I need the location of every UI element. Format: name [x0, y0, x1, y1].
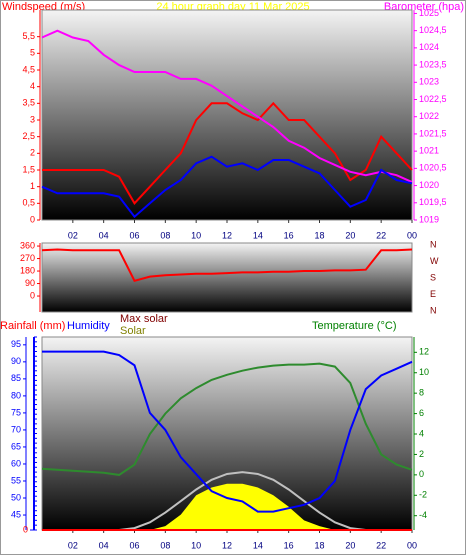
y-tick-label: 4 [30, 81, 35, 91]
compass-label: S [430, 272, 436, 282]
x-tick-label: 06 [129, 230, 139, 240]
y2-tick-label: 2 [419, 449, 424, 459]
compass-label: N [430, 239, 437, 249]
y2-tick-label: -2 [419, 490, 427, 500]
y2-tick-label: 1025 [419, 8, 439, 18]
y-tick-label: 0 [30, 214, 35, 224]
y2-tick-label: 1022 [419, 111, 439, 121]
y-tick-label: 90 [11, 356, 21, 366]
y-tick-label: 55 [11, 475, 21, 485]
y2-tick-label: 4 [419, 428, 424, 438]
area-series [42, 483, 412, 530]
compass-label: N [430, 305, 437, 315]
y-tick-label: 70 [11, 424, 21, 434]
y2-tick-label: 1024,5 [419, 25, 447, 35]
line-series [42, 350, 413, 513]
x-tick-label: 18 [314, 230, 324, 240]
y-tick-label: 3 [30, 114, 35, 124]
x-tick-label: 06 [129, 540, 139, 550]
y-tick-label: 2,5 [22, 131, 35, 141]
x-tick-label: 02 [68, 540, 78, 550]
x-tick-label: 20 [345, 230, 355, 240]
temperature-label: Temperature (°C) [312, 320, 396, 332]
x-tick-label: 04 [99, 540, 109, 550]
y-tick-label: 65 [11, 441, 21, 451]
y-tick-label: 0 [30, 290, 35, 300]
y-tick-label: 270 [20, 253, 35, 263]
humidity-label: Humidity [67, 320, 110, 332]
line-series [41, 155, 413, 219]
compass-label: W [430, 256, 439, 266]
y2-tick-label: 1020,5 [419, 163, 447, 173]
y-tick-label: 75 [11, 407, 21, 417]
y2-tick-label: 1021 [419, 146, 439, 156]
x-tick-label: 12 [222, 230, 232, 240]
y2-tick-label: 1019 [419, 214, 439, 224]
x-tick-label: 20 [345, 540, 355, 550]
rain-tick-label: 0 [23, 524, 28, 534]
y2-tick-label: 12 [419, 347, 429, 357]
y2-tick-label: 8 [419, 388, 424, 398]
x-tick-label: 14 [253, 540, 263, 550]
plot-area [41, 242, 413, 313]
y-tick-label: 80 [11, 390, 21, 400]
y2-tick-label: 0 [419, 469, 424, 479]
rain-label: Rainfall (mm) [0, 320, 65, 332]
x-tick-label: 16 [284, 230, 294, 240]
y2-tick-label: 1023,5 [419, 59, 447, 69]
y-tick-label: 90 [25, 278, 35, 288]
x-tick-label: 10 [191, 230, 201, 240]
y2-tick-label: 10 [419, 367, 429, 377]
y-tick-label: 5 [30, 48, 35, 58]
solar-label: Solar [120, 325, 146, 337]
y-tick-label: 180 [20, 265, 35, 275]
y-tick-label: 45 [11, 509, 21, 519]
x-tick-label: 22 [376, 230, 386, 240]
y2-tick-label: 6 [419, 408, 424, 418]
y2-tick-label: 1019,5 [419, 197, 447, 207]
y-tick-label: 5,5 [22, 31, 35, 41]
y-tick-label: 60 [11, 458, 21, 468]
x-tick-label: 04 [99, 230, 109, 240]
x-tick-label: 00 [407, 230, 417, 240]
x-tick-label: 16 [284, 540, 294, 550]
x-tick-label: 22 [376, 540, 386, 550]
y2-tick-label: 1021,5 [419, 128, 447, 138]
y2-tick-label: -4 [419, 510, 427, 520]
y-tick-label: 3,5 [22, 98, 35, 108]
line-series [41, 248, 413, 282]
line-series [42, 101, 413, 205]
max-solar-label: Max solar [120, 313, 168, 325]
y2-tick-label: 1020 [419, 180, 439, 190]
compass-label: E [430, 289, 436, 299]
x-tick-label: 18 [314, 540, 324, 550]
line-series [41, 29, 413, 184]
plot-area [41, 9, 413, 221]
y-tick-label: 0,5 [22, 198, 35, 208]
y-tick-label: 95 [11, 339, 21, 349]
y2-tick-label: 1024 [419, 42, 439, 52]
y-tick-label: 1 [30, 181, 35, 191]
y-tick-label: 50 [11, 492, 21, 502]
y2-tick-label: 1023 [419, 77, 439, 87]
y2-tick-label: 1022,5 [419, 94, 447, 104]
x-tick-label: 00 [407, 540, 417, 550]
y-tick-label: 85 [11, 373, 21, 383]
x-tick-label: 14 [253, 230, 263, 240]
x-tick-label: 12 [222, 540, 232, 550]
y-tick-label: 4,5 [22, 64, 35, 74]
x-tick-label: 02 [68, 230, 78, 240]
x-tick-label: 08 [160, 540, 170, 550]
y-tick-label: 2 [30, 148, 35, 158]
y-tick-label: 1,5 [22, 164, 35, 174]
y-tick-label: 360 [20, 240, 35, 250]
line-series [41, 362, 413, 476]
x-tick-label: 10 [191, 540, 201, 550]
x-tick-label: 08 [160, 230, 170, 240]
